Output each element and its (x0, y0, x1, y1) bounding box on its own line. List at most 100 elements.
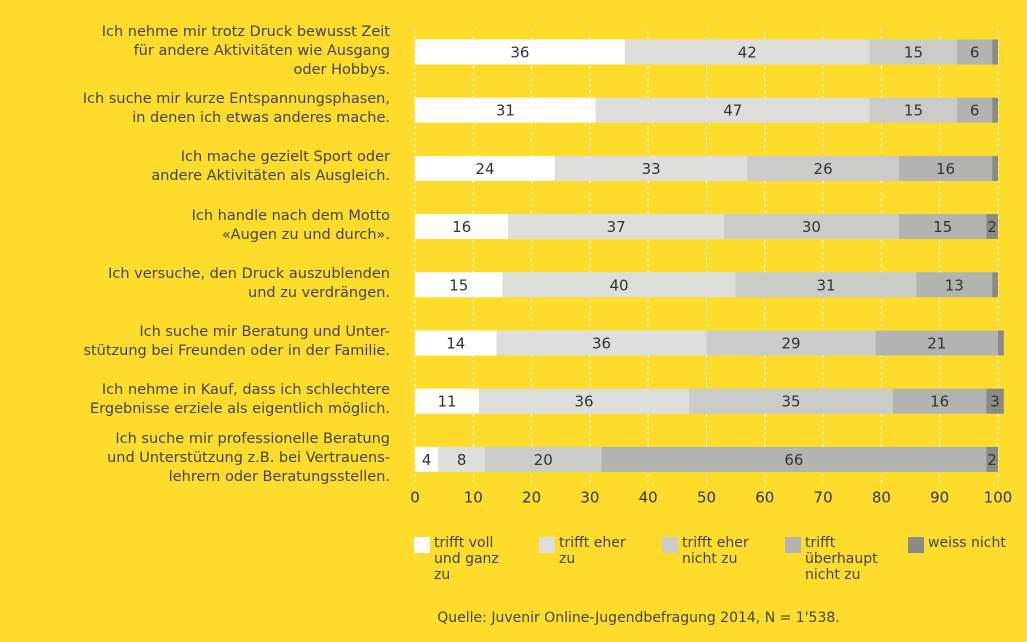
bar-segment (957, 39, 993, 65)
bar-segment (992, 39, 998, 65)
bar-segment (415, 272, 503, 298)
bar-segment (415, 39, 625, 65)
data-label: 24 (475, 160, 494, 178)
data-label: 8 (457, 451, 467, 469)
x-tick-label: 20 (522, 489, 541, 507)
data-label: 66 (784, 451, 803, 469)
bar-segment (992, 272, 998, 298)
bar-segment (916, 272, 993, 298)
category-label: Ich suche mir Beratung und Unter- stützu… (83, 324, 390, 359)
x-tick-label: 80 (872, 489, 891, 507)
bar-segment (706, 330, 876, 356)
data-label: 31 (816, 276, 835, 294)
data-label: 15 (449, 276, 468, 294)
legend-label: trifft eher zu (559, 535, 626, 567)
category-label: Ich nehme mir trotz Druck bewusst Zeit f… (101, 23, 390, 78)
legend-swatch (414, 537, 430, 553)
legend-label: trifft überhaupt nicht zu (805, 535, 878, 583)
x-tick-label: 70 (814, 489, 833, 507)
bar-segment (689, 388, 894, 414)
data-label: 21 (927, 335, 946, 353)
data-label: 36 (510, 44, 529, 62)
legend-label: trifft voll und ganz zu (434, 535, 499, 583)
bar-segment (438, 446, 485, 472)
data-label: 20 (534, 451, 553, 469)
data-label: 4 (422, 451, 432, 469)
x-tick-label: 60 (755, 489, 774, 507)
x-tick-label: 50 (697, 489, 716, 507)
data-label: 6 (970, 102, 980, 120)
category-label: Ich handle nach dem Motto «Augen zu und … (191, 207, 390, 243)
data-label: 15 (904, 102, 923, 120)
data-label: 11 (438, 393, 457, 411)
category-label: Ich mache gezielt Sport oder andere Akti… (151, 149, 390, 185)
bar-segment (502, 272, 736, 298)
data-label: 6 (970, 44, 980, 62)
category-label: Ich suche mir professionelle Beratung un… (107, 430, 390, 485)
data-label: 26 (814, 160, 833, 178)
bar-segment (875, 330, 998, 356)
bar-segment (496, 330, 707, 356)
data-label: 31 (496, 102, 515, 120)
data-label: 16 (930, 393, 949, 411)
bar-segment (508, 214, 724, 240)
bar-segment (986, 388, 1004, 414)
bar-segment (893, 388, 987, 414)
x-tick-label: 30 (580, 489, 599, 507)
bar-segment (998, 330, 1004, 356)
data-label: 35 (781, 393, 800, 411)
bar-segment (624, 39, 870, 65)
bar-segment (484, 446, 602, 472)
legend-label: weiss nicht (928, 535, 1006, 551)
data-label: 3 (990, 393, 1000, 411)
source: Quelle: Juvenir Online-Jugendbefragung 2… (437, 610, 840, 626)
bar-segment (415, 330, 497, 356)
x-tick-label: 90 (930, 489, 949, 507)
bar-segment (723, 214, 899, 240)
bar-segment (735, 272, 917, 298)
data-label: 15 (933, 218, 952, 236)
category-label: Ich nehme in Kauf, dass ich schlechtere … (90, 382, 390, 418)
bar-segment (898, 155, 993, 181)
data-label: 16 (452, 218, 471, 236)
data-label: 16 (936, 160, 955, 178)
data-label: 29 (781, 335, 800, 353)
bar-segment (415, 446, 439, 472)
bar-segment (415, 388, 480, 414)
data-label: 15 (904, 44, 923, 62)
bar-segment (986, 446, 998, 472)
legend-swatch (785, 537, 801, 553)
bar-segment (957, 97, 993, 123)
data-label: 36 (575, 393, 594, 411)
category-label: Ich suche mir kurze Entspannungsphasen, … (82, 91, 390, 127)
bar-segment (601, 446, 987, 472)
data-label: 2 (987, 218, 997, 236)
data-label: 13 (945, 276, 964, 294)
data-label: 37 (607, 218, 626, 236)
data-label: 33 (642, 160, 661, 178)
bar-segment (415, 155, 555, 181)
data-label: 47 (723, 102, 742, 120)
data-label: 14 (446, 335, 465, 353)
bar-segment (869, 39, 958, 65)
bar-segment (869, 97, 958, 123)
x-tick-label: 40 (639, 489, 658, 507)
bar-segment (415, 214, 509, 240)
bar-segment (479, 388, 690, 414)
bar-segment (415, 97, 596, 123)
bar-segment (595, 97, 870, 123)
legend-swatch (539, 537, 555, 553)
data-label: 2 (987, 451, 997, 469)
bar-segment (986, 214, 998, 240)
bar-segment (992, 155, 998, 181)
bar-segment (554, 155, 748, 181)
x-tick-label: 10 (464, 489, 483, 507)
bar-segment (747, 155, 899, 181)
x-tick-label: 0 (410, 489, 420, 507)
data-label: 36 (592, 335, 611, 353)
data-label: 42 (738, 44, 757, 62)
legend-swatch (908, 537, 924, 553)
bar-segment (992, 97, 998, 123)
